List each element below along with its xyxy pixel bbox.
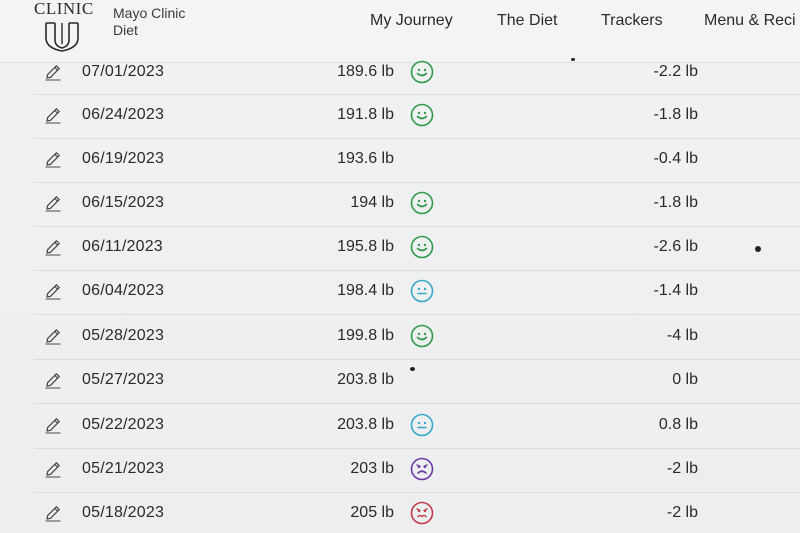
entry-date: 05/22/2023 (82, 416, 165, 433)
screen-speck (755, 246, 761, 252)
edit-pencil-icon[interactable] (44, 504, 62, 522)
entry-weight-change: -4 lb (666, 327, 698, 344)
happy-face-icon (410, 191, 434, 215)
edit-pencil-icon[interactable] (44, 150, 62, 168)
entry-date: 05/21/2023 (82, 460, 165, 477)
top-header: CLINIC Mayo Clinic Diet My Journey The D… (0, 0, 800, 63)
edit-pencil-icon[interactable] (44, 106, 62, 124)
entry-weight-change: -1.4 lb (653, 282, 698, 299)
brand-line-1: Mayo Clinic (113, 5, 186, 21)
entry-weight-change: -2 lb (666, 460, 698, 477)
edit-pencil-icon[interactable] (44, 460, 62, 478)
entry-weight: 191.8 lb (337, 106, 394, 123)
mayo-clinic-logo-text: CLINIC (34, 0, 94, 18)
nav-my-journey[interactable]: My Journey (370, 12, 453, 29)
table-row[interactable]: 06/11/2023 195.8 lb -2.6 lb (34, 226, 800, 271)
entry-date: 05/18/2023 (82, 504, 165, 521)
neutral-face-icon (410, 279, 434, 303)
edit-pencil-icon[interactable] (44, 194, 62, 212)
table-row[interactable]: 05/18/2023 205 lb -2 lb (34, 492, 800, 533)
edit-pencil-icon[interactable] (44, 238, 62, 256)
entry-weight-change: -0.4 lb (653, 150, 698, 167)
entry-weight-change: -2.6 lb (653, 238, 698, 255)
entry-weight-change: 0.8 lb (658, 416, 698, 433)
nav-menu-recipes[interactable]: Menu & Reci (704, 12, 796, 29)
table-row[interactable]: 06/04/2023 198.4 lb -1.4 lb (34, 270, 800, 315)
edit-pencil-icon[interactable] (44, 416, 62, 434)
nav-trackers[interactable]: Trackers (601, 12, 663, 29)
table-row[interactable]: 06/19/2023 193.6 lb -0.4 lb (34, 138, 800, 183)
entry-date: 06/11/2023 (82, 238, 163, 255)
entry-weight: 194 lb (350, 194, 394, 211)
entry-date: 05/27/2023 (82, 371, 165, 388)
table-row[interactable]: 05/21/2023 203 lb -2 lb (34, 448, 800, 493)
entry-date: 06/04/2023 (82, 282, 165, 299)
entry-weight-change: 0 lb (672, 371, 698, 388)
entry-date: 07/01/2023 (82, 63, 165, 80)
edit-pencil-icon[interactable] (44, 371, 62, 389)
entry-date: 05/28/2023 (82, 327, 165, 344)
entry-weight-change: -1.8 lb (653, 106, 698, 123)
entry-weight: 189.6 lb (337, 63, 394, 80)
entry-weight: 193.6 lb (337, 150, 394, 167)
edit-pencil-icon[interactable] (44, 327, 62, 345)
happy-face-icon (410, 324, 434, 348)
entry-weight-change: -2.2 lb (653, 63, 698, 80)
table-row[interactable]: 06/15/2023 194 lb -1.8 lb (34, 182, 800, 227)
happy-face-icon (410, 235, 434, 259)
entry-weight: 203 lb (350, 460, 394, 477)
entry-weight-change: -2 lb (666, 504, 698, 521)
edit-pencil-icon[interactable] (44, 63, 62, 81)
table-row[interactable]: 05/22/2023 203.8 lb 0.8 lb (34, 403, 800, 449)
nav-the-diet[interactable]: The Diet (497, 12, 558, 29)
happy-face-icon (410, 60, 434, 84)
sad-face-icon (410, 457, 434, 481)
brand-name[interactable]: Mayo Clinic Diet (113, 5, 185, 39)
edit-pencil-icon[interactable] (44, 282, 62, 300)
entry-weight-change: -1.8 lb (653, 194, 698, 211)
entry-date: 06/24/2023 (82, 106, 165, 123)
table-row[interactable]: 07/01/2023 189.6 lb -2.2 lb (34, 60, 800, 95)
table-row[interactable]: 05/27/2023 203.8 lb 0 lb (34, 359, 800, 404)
entry-weight: 198.4 lb (337, 282, 394, 299)
entry-weight: 199.8 lb (337, 327, 394, 344)
screen-speck (410, 367, 415, 371)
entry-date: 06/15/2023 (82, 194, 165, 211)
entry-weight: 203.8 lb (337, 371, 394, 388)
entry-weight: 205 lb (350, 504, 394, 521)
angry-face-icon (410, 501, 434, 525)
entry-weight: 195.8 lb (337, 238, 394, 255)
brand-line-2: Diet (113, 22, 138, 38)
table-row[interactable]: 06/24/2023 191.8 lb -1.8 lb (34, 94, 800, 139)
mayo-shield-logo-icon[interactable] (42, 20, 82, 52)
screen-speck (571, 58, 575, 61)
entry-date: 06/19/2023 (82, 150, 165, 167)
happy-face-icon (410, 103, 434, 127)
table-row[interactable]: 05/28/2023 199.8 lb -4 lb (34, 314, 800, 360)
entry-weight: 203.8 lb (337, 416, 394, 433)
neutral-face-icon (410, 413, 434, 437)
